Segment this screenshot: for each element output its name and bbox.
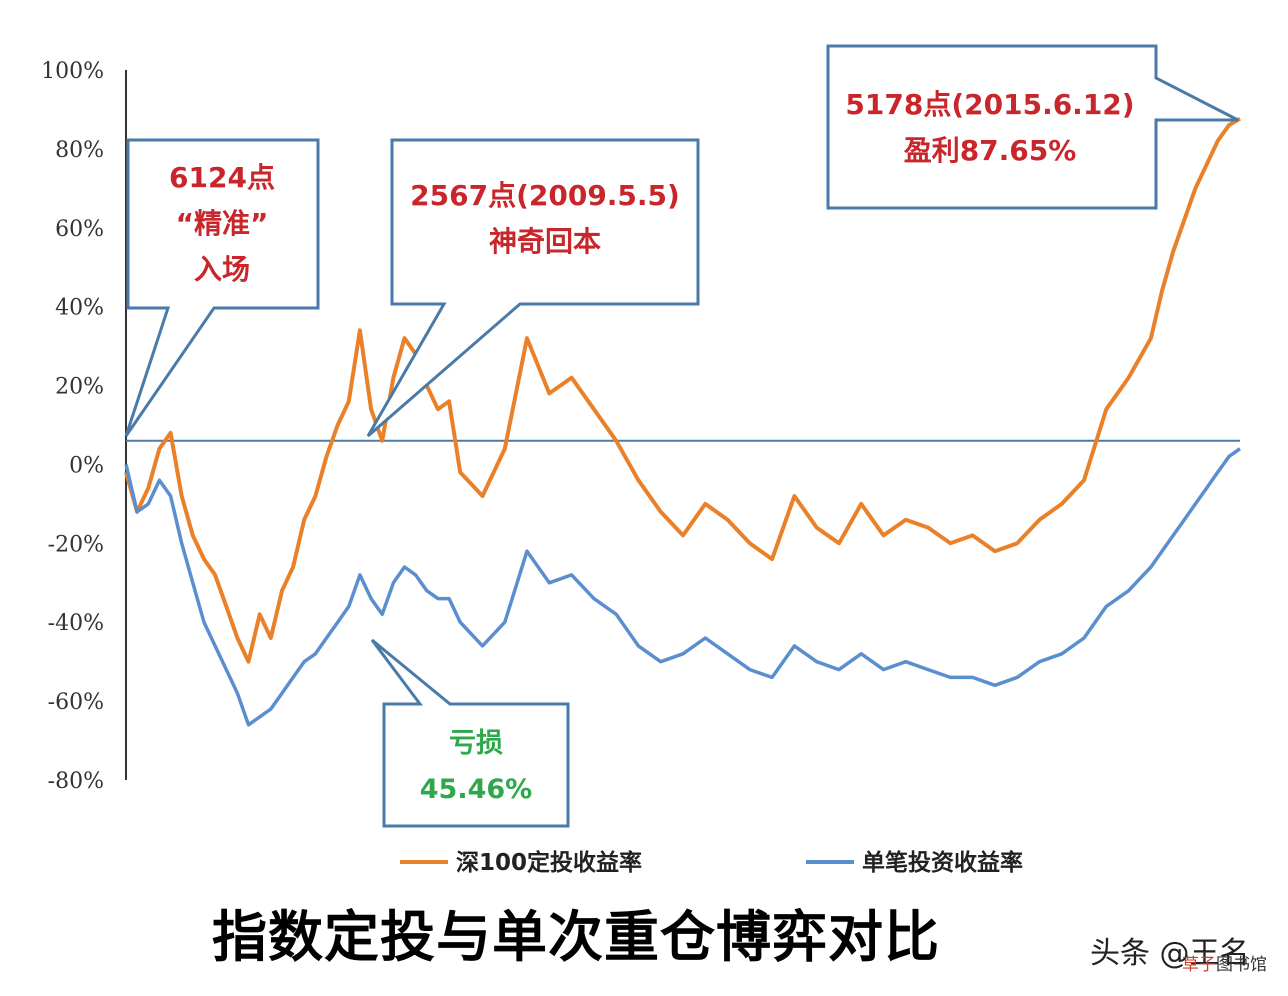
callout-loss-line-1: 亏损 — [449, 728, 503, 759]
callout-entry-line-1: 6124点 — [169, 161, 275, 194]
callout-entry-line-2: “精准” — [176, 207, 269, 240]
callout-loss-box — [370, 638, 570, 828]
series-line-dingtou — [124, 116, 1242, 664]
callout-loss-line-2: 45.46% — [420, 774, 532, 805]
callout-breakeven-line-2: 神奇回本 — [489, 225, 601, 258]
y-tick-label: -60% — [48, 690, 104, 715]
callout-loss: 亏损 45.46% — [370, 638, 570, 828]
y-tick-label: 60% — [55, 217, 104, 242]
y-tick-label: 100% — [41, 59, 104, 84]
series-line-single — [124, 447, 1242, 727]
callout-entry-box — [124, 138, 320, 437]
legend: 深100定投收益率 单笔投资收益率 — [400, 849, 1023, 876]
callout-breakeven-line-1: 2567点(2009.5.5) — [410, 179, 680, 212]
corner-mark-highlight: 草子 — [1182, 955, 1216, 975]
callout-profit: 5178点(2015.6.12) 盈利87.65% — [826, 44, 1239, 210]
y-tick-label: -80% — [48, 769, 104, 794]
watermark: 头条 @王名 — [1090, 936, 1250, 971]
y-tick-label: -20% — [48, 532, 104, 557]
y-tick-label: 40% — [55, 296, 104, 321]
callout-entry: 6124点 “精准” 入场 — [124, 138, 320, 437]
y-axis-ticks: 100% 80% 60% 40% 20% 0% -20% -40% -60% -80% — [41, 59, 104, 794]
corner-mark: 草子图书馆 — [1182, 950, 1267, 975]
page-title: 指数定投与单次重仓博弈对比 — [212, 905, 941, 969]
y-tick-label: 80% — [55, 138, 104, 163]
callout-breakeven: 2567点(2009.5.5) 神奇回本 — [366, 138, 700, 438]
legend-label-single: 单笔投资收益率 — [862, 849, 1023, 876]
callout-entry-line-3: 入场 — [194, 253, 250, 286]
callout-breakeven-box — [366, 138, 700, 438]
y-tick-label: -40% — [48, 611, 104, 636]
callout-profit-line-1: 5178点(2015.6.12) — [845, 88, 1134, 121]
callout-profit-box — [826, 44, 1239, 210]
corner-mark-rest: 图书馆 — [1216, 955, 1267, 975]
y-tick-label: 20% — [55, 375, 104, 400]
y-tick-label: 0% — [69, 453, 104, 478]
callout-profit-line-2: 盈利87.65% — [904, 134, 1077, 167]
legend-label-dingtou: 深100定投收益率 — [456, 849, 642, 876]
